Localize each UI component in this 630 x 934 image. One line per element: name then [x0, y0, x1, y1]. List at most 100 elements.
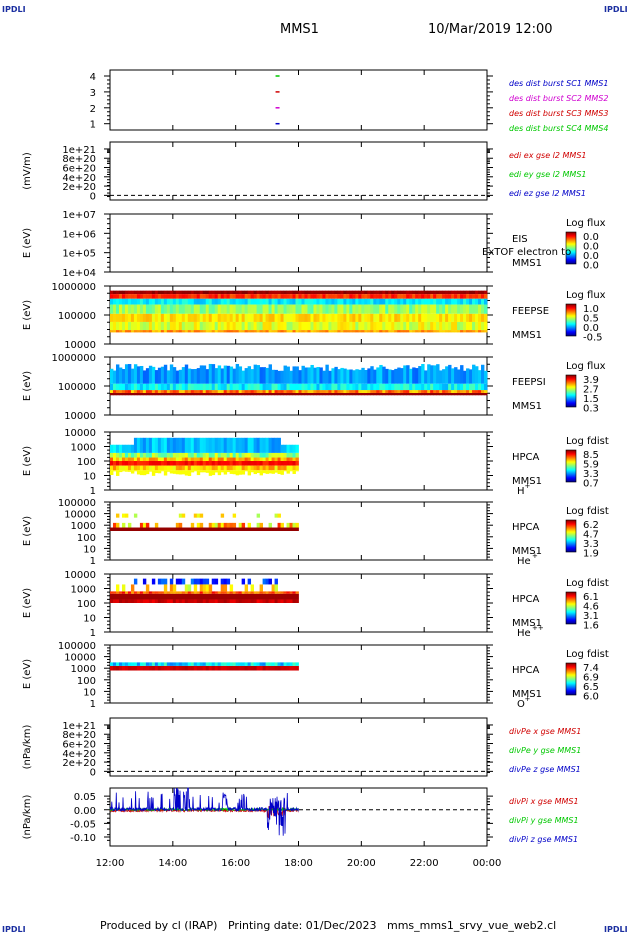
- heatmap-cell: [190, 392, 195, 396]
- heatmap-cell: [163, 584, 168, 592]
- heatmap-cell: [484, 330, 488, 333]
- heatmap-cell: [193, 513, 198, 518]
- heatmap-cell: [421, 304, 425, 314]
- y-tick-label: 10000: [64, 411, 96, 422]
- heatmap-cell: [211, 470, 216, 476]
- heatmap-cell: [154, 457, 159, 461]
- heatmap-cell: [250, 313, 255, 322]
- heatmap-cell: [229, 390, 234, 393]
- colorbar-tick-label: 2.7: [583, 385, 599, 396]
- y-tick-label: 1000000: [51, 353, 96, 364]
- heatmap-cell: [121, 593, 126, 600]
- heatmap-cell: [217, 290, 222, 295]
- heatmap-cell: [220, 527, 225, 531]
- spacecraft-label: MMS1: [512, 330, 542, 341]
- heatmap-cell: [112, 298, 117, 305]
- heatmap-cell: [373, 321, 377, 331]
- heatmap-cell: [259, 294, 263, 299]
- heatmap-cell: [277, 470, 281, 475]
- heatmap-cell: [259, 452, 263, 458]
- heatmap-cell: [256, 294, 261, 299]
- heatmap-cell: [244, 392, 249, 396]
- heatmap-cell: [205, 599, 210, 603]
- heatmap-cell: [133, 591, 138, 594]
- heatmap-cell: [343, 298, 347, 305]
- instrument-label: HPCA: [512, 452, 540, 463]
- heatmap-cell: [226, 365, 231, 384]
- heatmap-cell: [223, 584, 228, 592]
- heatmap-cell: [388, 290, 392, 295]
- heatmap-cell: [110, 392, 114, 396]
- colorbar-tick-label: 0.7: [583, 479, 599, 490]
- heatmap-cell: [172, 390, 177, 393]
- heatmap-cell: [235, 294, 240, 299]
- heatmap-cell: [325, 313, 329, 322]
- colorbar-tick-label: 6.5: [583, 682, 599, 693]
- heatmap-cell: [232, 461, 237, 466]
- heatmap-cell: [304, 313, 308, 322]
- heatmap-cell: [283, 470, 287, 472]
- heatmap-cell: [223, 321, 228, 331]
- heatmap-cell: [148, 662, 153, 666]
- heatmap-cell: [289, 390, 293, 393]
- heatmap-cell: [280, 330, 284, 333]
- heatmap-cell: [220, 304, 225, 314]
- heatmap-cell: [241, 290, 246, 295]
- heatmap-cell: [175, 330, 180, 333]
- heatmap-cell: [175, 591, 180, 594]
- heatmap-cell: [346, 390, 350, 393]
- heatmap-cell: [136, 465, 141, 471]
- heatmap-cell: [184, 593, 189, 600]
- heatmap-cell: [439, 290, 443, 295]
- heatmap-cell: [271, 452, 275, 458]
- heatmap-cell: [448, 313, 452, 322]
- heatmap-cell: [145, 437, 150, 453]
- heatmap-cell: [127, 591, 132, 594]
- heatmap-cell: [193, 578, 198, 585]
- heatmap-cell: [163, 470, 168, 476]
- heatmap-cell: [133, 294, 138, 299]
- heatmap-cell: [145, 457, 150, 461]
- heatmap-cell: [277, 591, 281, 594]
- heatmap-cell: [124, 662, 129, 666]
- heatmap-cell: [349, 290, 353, 295]
- heatmap-cell: [268, 383, 272, 391]
- heatmap-cell: [382, 392, 386, 396]
- heatmap-cell: [247, 465, 252, 471]
- heatmap-cell: [295, 321, 299, 331]
- heatmap-cell: [127, 452, 132, 458]
- heatmap-cell: [421, 321, 425, 331]
- heatmap-cell: [178, 527, 183, 531]
- heatmap-cell: [226, 457, 231, 461]
- heatmap-cell: [110, 444, 114, 453]
- heatmap-cell: [442, 298, 446, 305]
- heatmap-cell: [286, 457, 290, 461]
- heatmap-cell: [205, 591, 210, 594]
- heatmap-cell: [337, 369, 341, 384]
- heatmap-cell: [166, 465, 171, 471]
- heatmap-cell: [319, 304, 323, 314]
- heatmap-cell: [328, 304, 332, 314]
- heatmap-cell: [214, 298, 219, 305]
- heatmap-cell: [190, 437, 195, 453]
- heatmap-cell: [454, 321, 458, 331]
- heatmap-cell: [451, 330, 455, 333]
- heatmap-cell: [184, 290, 189, 295]
- colorbar-title: Log fdist: [566, 436, 609, 447]
- y-tick-label: 1000: [71, 664, 96, 675]
- y-tick-label: 10000: [64, 510, 96, 521]
- heatmap-cell: [202, 290, 207, 295]
- heatmap-cell: [235, 452, 240, 458]
- heatmap-cell: [178, 461, 183, 466]
- heatmap-cell: [298, 321, 302, 331]
- instrument-label: HPCA: [512, 665, 540, 676]
- heatmap-cell: [358, 313, 362, 322]
- heatmap-cell: [271, 465, 275, 471]
- heatmap-cell: [199, 599, 204, 603]
- heatmap-cell: [172, 290, 177, 295]
- panel-hpca-h: [104, 431, 577, 491]
- heatmap-cell: [433, 304, 437, 314]
- heatmap-cell: [424, 290, 428, 295]
- heatmap-cell: [256, 452, 261, 458]
- heatmap-cell: [175, 290, 180, 295]
